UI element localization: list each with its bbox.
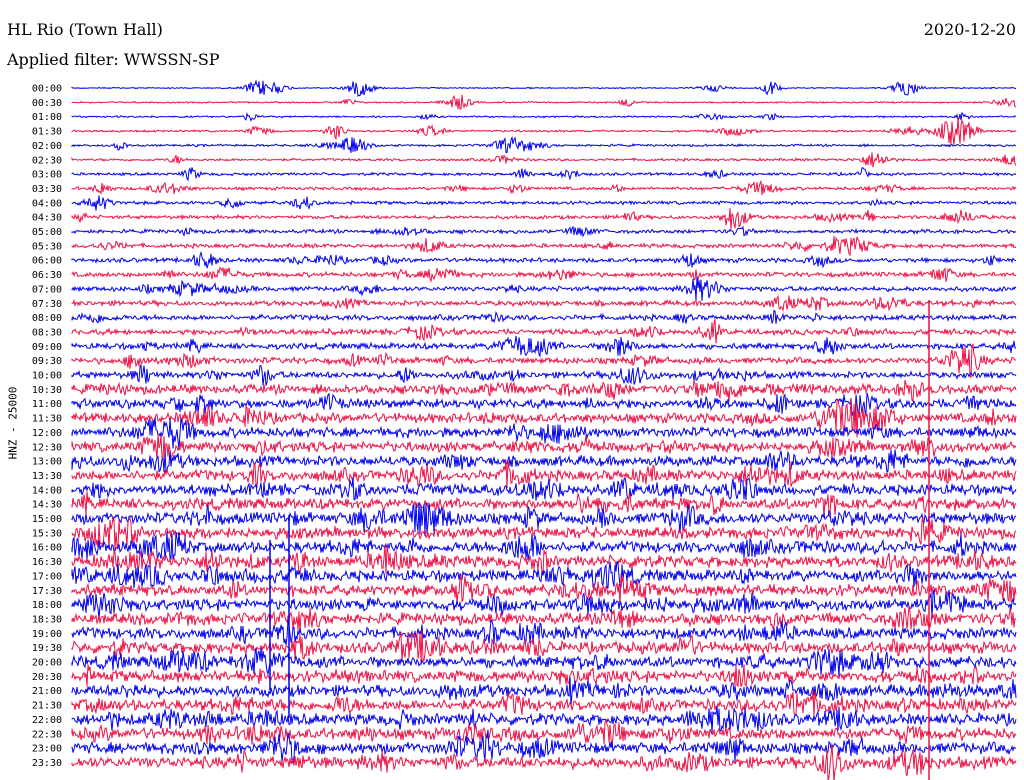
trace-line	[71, 743, 1017, 780]
row-time-label: 19:30	[32, 643, 62, 654]
trace-line	[71, 208, 1017, 230]
trace-line	[71, 397, 1017, 438]
row-time-label: 06:00	[32, 256, 62, 267]
row-time-label: 16:30	[32, 557, 62, 568]
trace-line	[71, 250, 1017, 269]
trace-line	[71, 434, 1017, 461]
trace-line	[71, 309, 1017, 324]
row-time-label: 10:30	[32, 385, 62, 396]
row-time-label: 10:00	[32, 371, 62, 382]
row-time-label: 22:00	[32, 715, 62, 726]
row-time-label: 00:30	[32, 98, 62, 109]
trace-line	[71, 135, 1017, 154]
row-time-label: 23:30	[32, 758, 62, 769]
trace-line	[71, 605, 1017, 633]
trace-line	[71, 531, 1017, 561]
trace-line	[71, 79, 1017, 97]
trace-line	[71, 225, 1017, 238]
row-time-label: 12:30	[32, 442, 62, 453]
row-time-label: 04:30	[32, 213, 62, 224]
row-time-label: 00:00	[32, 84, 62, 95]
row-time-label: 08:00	[32, 313, 62, 324]
row-time-label: 16:00	[32, 543, 62, 554]
trace-line	[71, 294, 1017, 313]
trace-line	[71, 363, 1017, 386]
row-time-label: 18:30	[32, 614, 62, 625]
trace-line	[71, 544, 1017, 575]
trace-line	[71, 491, 1017, 519]
row-time-label: 02:30	[32, 155, 62, 166]
trace-line	[71, 573, 1017, 606]
trace-line	[71, 560, 1017, 589]
trace-line	[71, 179, 1017, 196]
trace-line	[71, 152, 1017, 168]
row-time-label: 22:30	[32, 729, 62, 740]
trace-line	[71, 266, 1017, 284]
trace-line	[71, 336, 1016, 358]
row-time-label: 21:30	[32, 701, 62, 712]
row-time-label: 11:30	[32, 414, 62, 425]
row-time-label: 15:30	[32, 528, 62, 539]
trace-line	[71, 589, 1017, 620]
trace-line	[71, 718, 1017, 748]
trace-line	[71, 676, 1017, 707]
trace-line	[71, 459, 1017, 489]
row-time-label: 15:00	[32, 514, 62, 525]
row-time-label: 13:30	[32, 471, 62, 482]
row-time-label: 09:30	[32, 356, 62, 367]
row-time-label: 23:00	[32, 744, 62, 755]
trace-line	[71, 449, 1017, 473]
trace-line	[71, 116, 1017, 145]
trace-line	[71, 276, 1017, 301]
row-time-label: 19:00	[32, 629, 62, 640]
trace-line	[71, 94, 1017, 110]
row-time-label: 12:00	[32, 428, 62, 439]
row-time-label: 07:30	[32, 299, 62, 310]
trace-line	[71, 111, 1017, 122]
row-time-label: 14:00	[32, 485, 62, 496]
trace-line	[71, 195, 1017, 211]
trace-line	[71, 664, 1017, 688]
row-time-label: 06:30	[32, 270, 62, 281]
row-time-label: 05:00	[32, 227, 62, 238]
trace-line	[71, 705, 1017, 734]
row-time-label: 11:00	[32, 399, 62, 410]
row-time-label: 14:30	[32, 500, 62, 511]
trace-line	[71, 729, 1017, 765]
trace-line	[71, 235, 1017, 257]
trace-line	[71, 167, 1017, 182]
row-time-label: 18:00	[32, 600, 62, 611]
trace-line	[71, 476, 1017, 501]
row-time-label: 21:00	[32, 686, 62, 697]
row-time-label: 03:00	[32, 170, 62, 181]
row-time-label: 05:30	[32, 241, 62, 252]
row-time-label: 01:00	[32, 112, 62, 123]
trace-line	[71, 342, 1017, 379]
row-time-label: 17:30	[32, 586, 62, 597]
trace-line	[71, 629, 1017, 665]
row-time-label: 01:30	[32, 127, 62, 138]
row-time-label: 13:00	[32, 457, 62, 468]
row-time-label: 17:00	[32, 571, 62, 582]
row-time-label: 03:30	[32, 184, 62, 195]
row-time-label: 20:30	[32, 672, 62, 683]
trace-line	[71, 516, 1017, 551]
row-time-label: 02:00	[32, 141, 62, 152]
row-time-label: 20:00	[32, 658, 62, 669]
trace-line	[71, 417, 1017, 450]
trace-line	[71, 501, 1017, 537]
filter-label: Applied filter: WWSSN-SP	[7, 50, 220, 69]
station-title: HL Rio (Town Hall)	[7, 20, 163, 39]
date-label: 2020-12-20	[923, 20, 1016, 39]
trace-line	[71, 318, 1017, 344]
row-time-label: 07:00	[32, 284, 62, 295]
trace-line	[71, 619, 1017, 646]
trace-line	[71, 690, 1017, 717]
row-time-label: 08:30	[32, 327, 62, 338]
row-time-label: 09:00	[32, 342, 62, 353]
row-time-label: 04:00	[32, 198, 62, 209]
trace-line	[71, 379, 1017, 403]
trace-line	[71, 647, 1017, 678]
